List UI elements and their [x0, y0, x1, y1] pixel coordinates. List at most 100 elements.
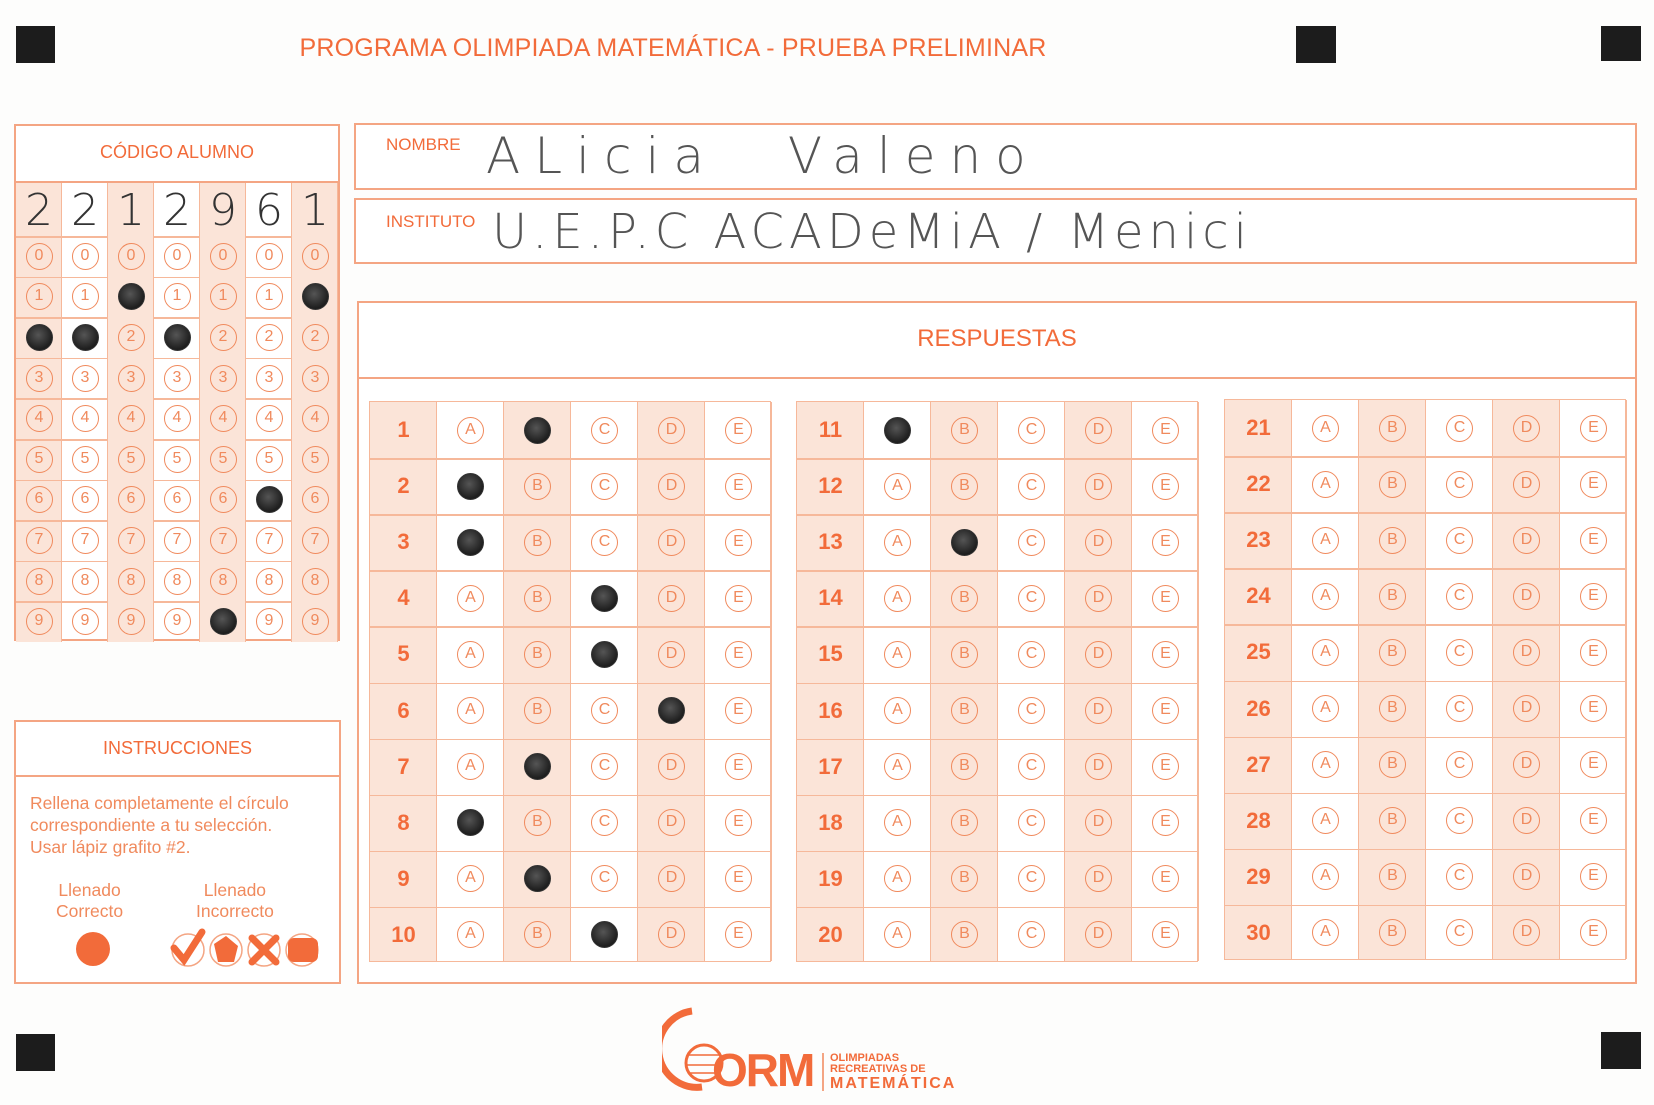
answer-bubble-e[interactable]: E [1580, 695, 1607, 723]
code-bubble[interactable]: 7 [117, 527, 145, 554]
answer-bubble-d[interactable]: D [658, 753, 685, 781]
answer-bubble-c[interactable]: C [1018, 921, 1045, 949]
answer-bubble-c[interactable]: C [591, 753, 618, 781]
code-bubble[interactable]: 4 [301, 405, 329, 433]
answer-bubble-d[interactable]: D [658, 640, 685, 668]
answer-bubble-e[interactable]: E [1580, 582, 1607, 610]
answer-bubble-a[interactable]: A [457, 921, 484, 949]
answer-bubble-b[interactable]: B [951, 809, 978, 837]
answer-bubble-a[interactable]: A [884, 472, 911, 500]
answer-bubble-b[interactable]: B [524, 921, 551, 949]
answer-bubble-b[interactable]: B [951, 753, 978, 781]
answer-bubble-b[interactable]: B [524, 809, 551, 837]
answer-bubble-c[interactable]: C [1018, 697, 1045, 725]
code-bubble[interactable]: 8 [71, 567, 99, 595]
answer-bubble-c[interactable]: C [1446, 807, 1473, 835]
code-bubble[interactable]: 2 [209, 324, 237, 351]
answer-bubble-e[interactable]: E [725, 921, 752, 949]
answer-bubble-a[interactable]: A [884, 921, 911, 949]
answer-bubble-a[interactable]: A [884, 584, 911, 612]
answer-bubble-a[interactable]: A [884, 809, 911, 837]
answer-bubble-e[interactable]: E [1580, 526, 1607, 554]
code-bubble[interactable]: 7 [301, 527, 329, 554]
answer-bubble-b[interactable]: B [1379, 919, 1406, 947]
code-bubble[interactable]: 0 [255, 242, 283, 270]
code-bubble[interactable]: 2 [117, 324, 145, 351]
code-bubble[interactable]: 5 [255, 445, 283, 473]
answer-bubble-e[interactable]: E [1152, 472, 1179, 500]
answer-bubble-a[interactable]: A [1312, 863, 1339, 891]
answer-bubble-a[interactable]: A [1312, 807, 1339, 835]
answer-bubble-a[interactable]: A [457, 809, 484, 837]
answer-bubble-c[interactable]: C [591, 697, 618, 725]
code-bubble[interactable]: 9 [209, 608, 237, 636]
answer-bubble-c[interactable]: C [591, 921, 618, 949]
answer-bubble-e[interactable]: E [1152, 584, 1179, 612]
answer-bubble-b[interactable]: B [951, 640, 978, 668]
answer-bubble-b[interactable]: B [524, 416, 551, 444]
answer-bubble-e[interactable]: E [725, 416, 752, 444]
answer-bubble-a[interactable]: A [457, 753, 484, 781]
code-bubble[interactable]: 0 [71, 242, 99, 270]
code-bubble[interactable]: 0 [209, 242, 237, 270]
code-bubble[interactable]: 3 [255, 364, 283, 392]
answer-bubble-e[interactable]: E [1580, 751, 1607, 779]
answer-bubble-b[interactable]: B [524, 472, 551, 500]
answer-bubble-a[interactable]: A [1312, 414, 1339, 442]
answer-bubble-c[interactable]: C [1018, 809, 1045, 837]
answer-bubble-e[interactable]: E [1580, 638, 1607, 666]
answer-bubble-b[interactable]: B [1379, 414, 1406, 442]
code-bubble[interactable]: 9 [255, 608, 283, 636]
answer-bubble-b[interactable]: B [1379, 470, 1406, 498]
answer-bubble-d[interactable]: D [1085, 809, 1112, 837]
code-bubble[interactable]: 4 [163, 405, 191, 433]
code-bubble[interactable]: 1 [301, 283, 329, 311]
answer-bubble-d[interactable]: D [1513, 526, 1540, 554]
answer-bubble-b[interactable]: B [951, 865, 978, 893]
answer-bubble-c[interactable]: C [1018, 584, 1045, 612]
answer-bubble-c[interactable]: C [591, 416, 618, 444]
answer-bubble-a[interactable]: A [884, 416, 911, 444]
answer-bubble-b[interactable]: B [1379, 638, 1406, 666]
answer-bubble-b[interactable]: B [1379, 807, 1406, 835]
answer-bubble-a[interactable]: A [884, 865, 911, 893]
institute-field[interactable]: INSTITUTO U.E.P.C ACADeMiA / Menici [354, 198, 1637, 264]
code-bubble[interactable]: 4 [117, 405, 145, 433]
answer-bubble-e[interactable]: E [1152, 528, 1179, 556]
code-bubble[interactable]: 4 [255, 405, 283, 433]
answer-bubble-d[interactable]: D [1513, 470, 1540, 498]
answer-bubble-e[interactable]: E [1152, 697, 1179, 725]
code-bubble[interactable]: 7 [163, 527, 191, 554]
answer-bubble-b[interactable]: B [524, 640, 551, 668]
answer-bubble-d[interactable]: D [1513, 695, 1540, 723]
code-bubble[interactable]: 2 [25, 324, 53, 351]
code-bubble[interactable]: 7 [209, 527, 237, 554]
code-bubble[interactable]: 6 [163, 486, 191, 514]
code-bubble[interactable]: 3 [301, 364, 329, 392]
answer-bubble-e[interactable]: E [725, 528, 752, 556]
answer-bubble-e[interactable]: E [725, 584, 752, 612]
answer-bubble-e[interactable]: E [725, 697, 752, 725]
answer-bubble-c[interactable]: C [1018, 865, 1045, 893]
answer-bubble-a[interactable]: A [1312, 582, 1339, 610]
answer-bubble-c[interactable]: C [1446, 863, 1473, 891]
answer-bubble-c[interactable]: C [1018, 753, 1045, 781]
answer-bubble-e[interactable]: E [1580, 807, 1607, 835]
answer-bubble-e[interactable]: E [725, 640, 752, 668]
answer-bubble-c[interactable]: C [591, 640, 618, 668]
answer-bubble-a[interactable]: A [884, 753, 911, 781]
name-field[interactable]: NOMBRE ALicia Valeno [354, 123, 1637, 190]
answer-bubble-d[interactable]: D [1513, 863, 1540, 891]
answer-bubble-d[interactable]: D [1085, 753, 1112, 781]
answer-bubble-b[interactable]: B [524, 584, 551, 612]
answer-bubble-e[interactable]: E [725, 809, 752, 837]
answer-bubble-d[interactable]: D [1085, 697, 1112, 725]
code-bubble[interactable]: 6 [25, 486, 53, 514]
answer-bubble-d[interactable]: D [658, 921, 685, 949]
answer-bubble-c[interactable]: C [1446, 414, 1473, 442]
answer-bubble-d[interactable]: D [1085, 416, 1112, 444]
answer-bubble-c[interactable]: C [591, 584, 618, 612]
answer-bubble-b[interactable]: B [1379, 695, 1406, 723]
code-bubble[interactable]: 9 [25, 608, 53, 636]
answer-bubble-a[interactable]: A [1312, 751, 1339, 779]
